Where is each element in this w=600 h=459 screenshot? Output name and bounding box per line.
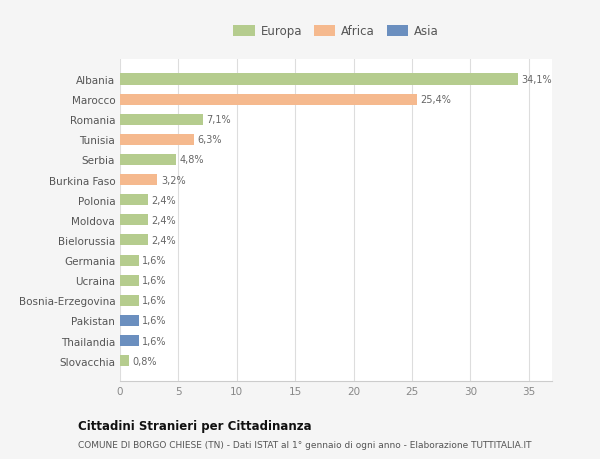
Text: 2,4%: 2,4% — [152, 195, 176, 205]
Text: 7,1%: 7,1% — [206, 115, 231, 125]
Text: COMUNE DI BORGO CHIESE (TN) - Dati ISTAT al 1° gennaio di ogni anno - Elaborazio: COMUNE DI BORGO CHIESE (TN) - Dati ISTAT… — [78, 441, 532, 449]
Bar — [120, 74, 518, 85]
Text: 1,6%: 1,6% — [142, 256, 167, 265]
Bar — [120, 155, 176, 166]
Text: 2,4%: 2,4% — [152, 235, 176, 246]
Bar — [120, 195, 148, 206]
Bar — [120, 255, 139, 266]
Bar — [120, 134, 194, 146]
Bar — [120, 174, 157, 186]
Bar — [120, 114, 203, 125]
Bar — [120, 95, 416, 106]
Legend: Europa, Africa, Asia: Europa, Africa, Asia — [229, 21, 443, 43]
Bar — [120, 215, 148, 226]
Text: Cittadini Stranieri per Cittadinanza: Cittadini Stranieri per Cittadinanza — [78, 419, 311, 432]
Bar — [120, 235, 148, 246]
Text: 25,4%: 25,4% — [420, 95, 451, 105]
Text: 6,3%: 6,3% — [197, 135, 221, 145]
Text: 34,1%: 34,1% — [521, 75, 552, 85]
Bar — [120, 315, 139, 326]
Text: 1,6%: 1,6% — [142, 296, 167, 306]
Bar — [120, 295, 139, 306]
Text: 1,6%: 1,6% — [142, 336, 167, 346]
Text: 1,6%: 1,6% — [142, 275, 167, 285]
Bar — [120, 355, 130, 366]
Text: 2,4%: 2,4% — [152, 215, 176, 225]
Text: 0,8%: 0,8% — [133, 356, 157, 366]
Text: 1,6%: 1,6% — [142, 316, 167, 326]
Bar — [120, 335, 139, 346]
Bar — [120, 275, 139, 286]
Text: 4,8%: 4,8% — [179, 155, 204, 165]
Text: 3,2%: 3,2% — [161, 175, 185, 185]
